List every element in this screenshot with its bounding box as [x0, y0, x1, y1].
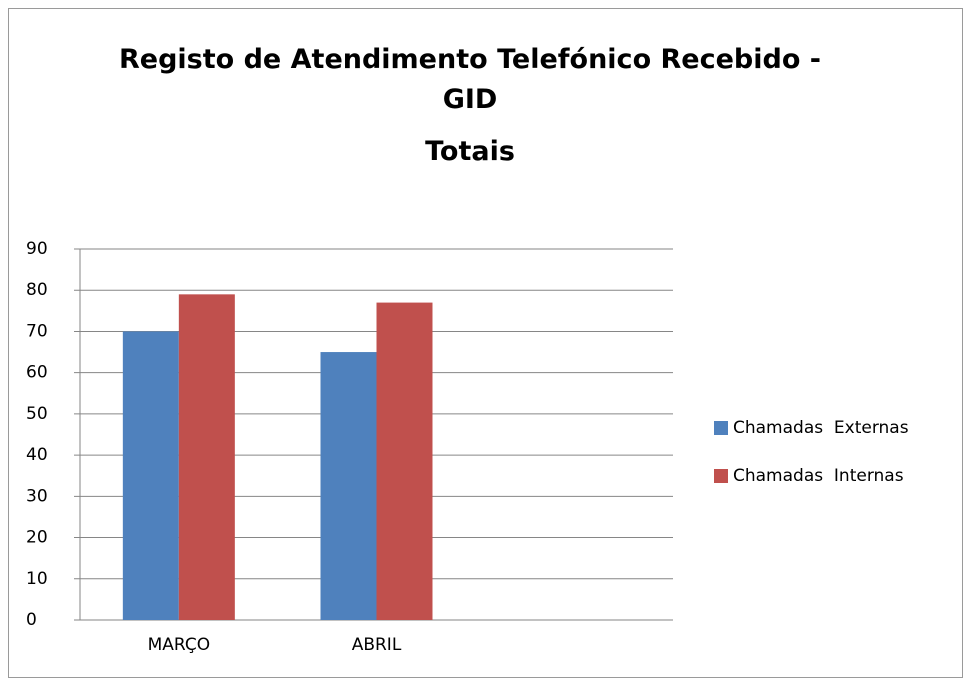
- y-tick-label: 70: [26, 321, 48, 341]
- x-tick-label: ABRIL: [352, 635, 402, 655]
- y-tick-label: 10: [26, 569, 48, 589]
- legend-swatch: [714, 469, 728, 483]
- y-tick-label: 80: [26, 280, 48, 300]
- bar: [376, 302, 433, 620]
- legend-label: Chamadas Internas: [733, 466, 904, 486]
- chart-subtitle: Totais: [425, 136, 515, 167]
- y-tick-label: 40: [26, 445, 48, 465]
- y-tick-label: 0: [26, 610, 37, 630]
- bar: [178, 294, 235, 620]
- x-tick-label: MARÇO: [148, 635, 211, 655]
- y-tick-label: 50: [26, 404, 48, 424]
- y-tick-label: 90: [26, 239, 48, 259]
- bar: [320, 352, 377, 620]
- bar: [122, 331, 179, 620]
- y-tick-label: 30: [26, 486, 48, 506]
- y-tick-label: 20: [26, 528, 48, 548]
- chart-title: Registo de Atendimento Telefónico Recebi…: [118, 44, 821, 115]
- y-tick-label: 60: [26, 363, 48, 383]
- legend-swatch: [714, 421, 728, 435]
- legend-label: Chamadas Externas: [733, 418, 909, 438]
